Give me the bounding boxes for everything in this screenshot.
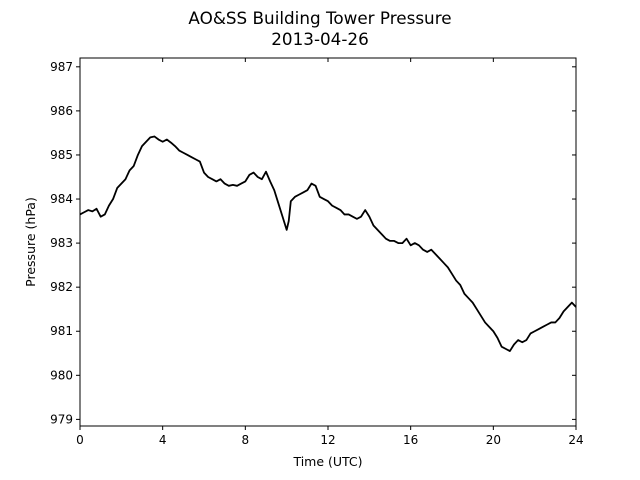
x-tick-label: 20 — [486, 433, 501, 447]
x-axis-label: Time (UTC) — [292, 454, 362, 469]
y-tick-label: 981 — [50, 324, 73, 338]
plot-area: 0 4 8 12 16 20 24 979 980 981 982 983 984 985 986 987 — [50, 57, 584, 447]
y-tick-label: 985 — [50, 148, 73, 162]
y-tick-label: 982 — [50, 280, 73, 294]
x-tick-label: 24 — [568, 433, 583, 447]
y-tick-label: 984 — [50, 192, 73, 206]
x-tick-label: 4 — [159, 433, 167, 447]
y-tick-label: 986 — [50, 104, 73, 118]
x-tick-label: 12 — [320, 433, 335, 447]
chart-subtitle: 2013-04-26 — [271, 29, 369, 49]
y-tick-label: 987 — [50, 60, 73, 74]
y-tick-label: 980 — [50, 368, 73, 382]
pressure-line — [79, 135, 577, 352]
x-tick-label: 0 — [76, 433, 84, 447]
y-axis-label: Pressure (hPa) — [23, 197, 38, 287]
y-tick-label: 983 — [50, 236, 73, 250]
x-tick-label: 16 — [403, 433, 418, 447]
x-tick-label: 8 — [242, 433, 250, 447]
chart-title: AO&SS Building Tower Pressure — [188, 8, 451, 28]
y-tick-label: 979 — [50, 412, 73, 426]
